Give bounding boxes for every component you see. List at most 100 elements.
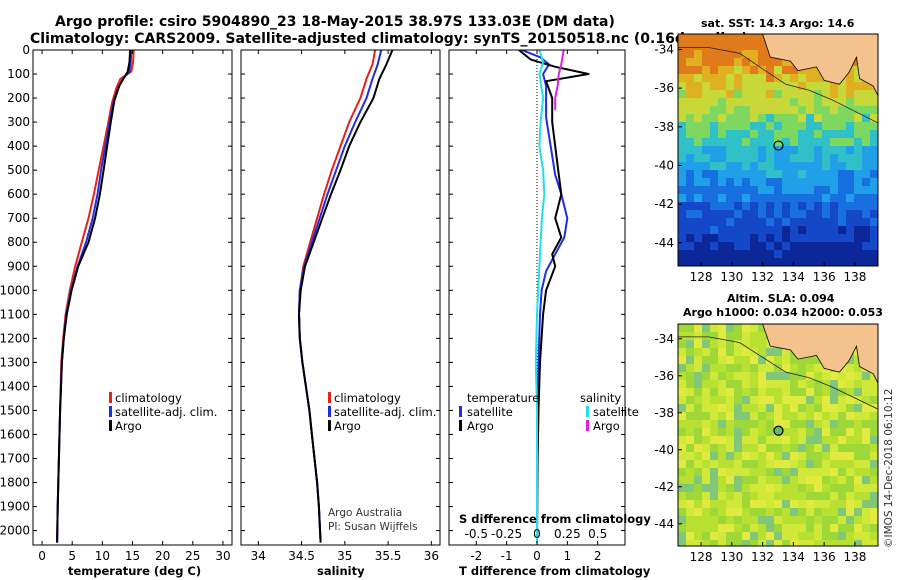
- map-cell: [782, 364, 791, 373]
- map-cell: [774, 98, 783, 107]
- map-cell: [798, 98, 807, 107]
- map-cell: [806, 436, 815, 445]
- map-cell: [854, 500, 863, 509]
- legend-satellite-adj: satellite-adj. clim.: [334, 405, 436, 419]
- legend-salinity-panel: climatology satellite-adj. clim. Argo: [328, 391, 436, 433]
- map-cell: [718, 194, 727, 203]
- map-cell: [870, 532, 878, 541]
- map-cell: [678, 484, 687, 493]
- map-cell: [678, 218, 687, 227]
- map-cell: [790, 258, 799, 266]
- map-cell: [774, 452, 783, 461]
- map-cell: [742, 58, 751, 67]
- map-cell: [718, 122, 727, 131]
- map-cell: [694, 524, 703, 533]
- map-cell: [718, 516, 727, 525]
- map-cell: [734, 202, 743, 211]
- map-cell: [694, 106, 703, 115]
- map-cell: [686, 258, 695, 266]
- map-cell: [726, 332, 735, 341]
- map-cell: [742, 372, 751, 381]
- map-cell: [766, 162, 775, 171]
- map-cell: [718, 532, 727, 541]
- map-cell: [814, 396, 823, 405]
- map-cell: [870, 186, 878, 195]
- map-cell: [806, 532, 815, 541]
- map-cell: [678, 372, 687, 381]
- map-cell: [758, 146, 767, 155]
- map-cell: [782, 404, 791, 413]
- map-cell: [686, 468, 695, 477]
- map-cell: [822, 460, 831, 469]
- map-cell: [774, 348, 783, 357]
- map-cell: [798, 364, 807, 373]
- map-cell: [734, 380, 743, 389]
- map-cell: [862, 154, 871, 163]
- map-cell: [822, 516, 831, 525]
- map-cell: [862, 524, 871, 533]
- map-cell: [766, 226, 775, 235]
- map-cell: [742, 42, 751, 51]
- map-cell: [750, 258, 759, 266]
- depth-tick-label: 2000: [0, 524, 30, 538]
- map-cell: [830, 250, 839, 259]
- map-cell: [694, 396, 703, 405]
- map-cell: [806, 476, 815, 485]
- map-cell: [750, 178, 759, 187]
- map-cell: [710, 42, 719, 51]
- map-cell: [806, 82, 815, 91]
- map-cell: [678, 500, 687, 509]
- map-cell: [814, 106, 823, 115]
- map-cell: [782, 74, 791, 83]
- map-cell: [766, 524, 775, 533]
- map-cell: [838, 146, 847, 155]
- map-cell: [846, 218, 855, 227]
- map-cell: [854, 122, 863, 131]
- map-cell: [806, 356, 815, 365]
- map-cell: [774, 210, 783, 219]
- map-cell: [686, 106, 695, 115]
- map-cell: [838, 218, 847, 227]
- map-cell: [694, 516, 703, 525]
- map-cell: [702, 460, 711, 469]
- map-cell: [766, 58, 775, 67]
- map-cell: [750, 460, 759, 469]
- map-cell: [870, 178, 878, 187]
- map-cell: [838, 250, 847, 259]
- map-cell: [782, 218, 791, 227]
- map-cell: [766, 82, 775, 91]
- map-cell: [806, 218, 815, 227]
- map-cell: [702, 154, 711, 163]
- map-cell: [854, 74, 863, 83]
- map-cell: [798, 258, 807, 266]
- map-cell: [862, 540, 871, 546]
- map-cell: [742, 138, 751, 147]
- map-cell: [726, 412, 735, 421]
- map-cell: [822, 412, 831, 421]
- map-cell: [726, 250, 735, 259]
- map-cell: [814, 492, 823, 501]
- map-cell: [742, 452, 751, 461]
- map-cell: [830, 258, 839, 266]
- map-cell: [750, 404, 759, 413]
- map-cell: [814, 508, 823, 517]
- map-cell: [846, 74, 855, 83]
- map-cell: [774, 500, 783, 509]
- map-cell: [782, 202, 791, 211]
- map-cell: [726, 452, 735, 461]
- map-cell: [774, 532, 783, 541]
- map-cell: [774, 218, 783, 227]
- map-cell: [830, 138, 839, 147]
- map-cell: [718, 460, 727, 469]
- map-cell: [854, 436, 863, 445]
- map-cell: [838, 258, 847, 266]
- map-cell: [854, 420, 863, 429]
- map-cell: [806, 146, 815, 155]
- map-cell: [726, 364, 735, 373]
- map-cell: [750, 508, 759, 517]
- map-cell: [710, 484, 719, 493]
- map-cell: [814, 226, 823, 235]
- map-cell: [702, 98, 711, 107]
- map-cell: [870, 114, 878, 123]
